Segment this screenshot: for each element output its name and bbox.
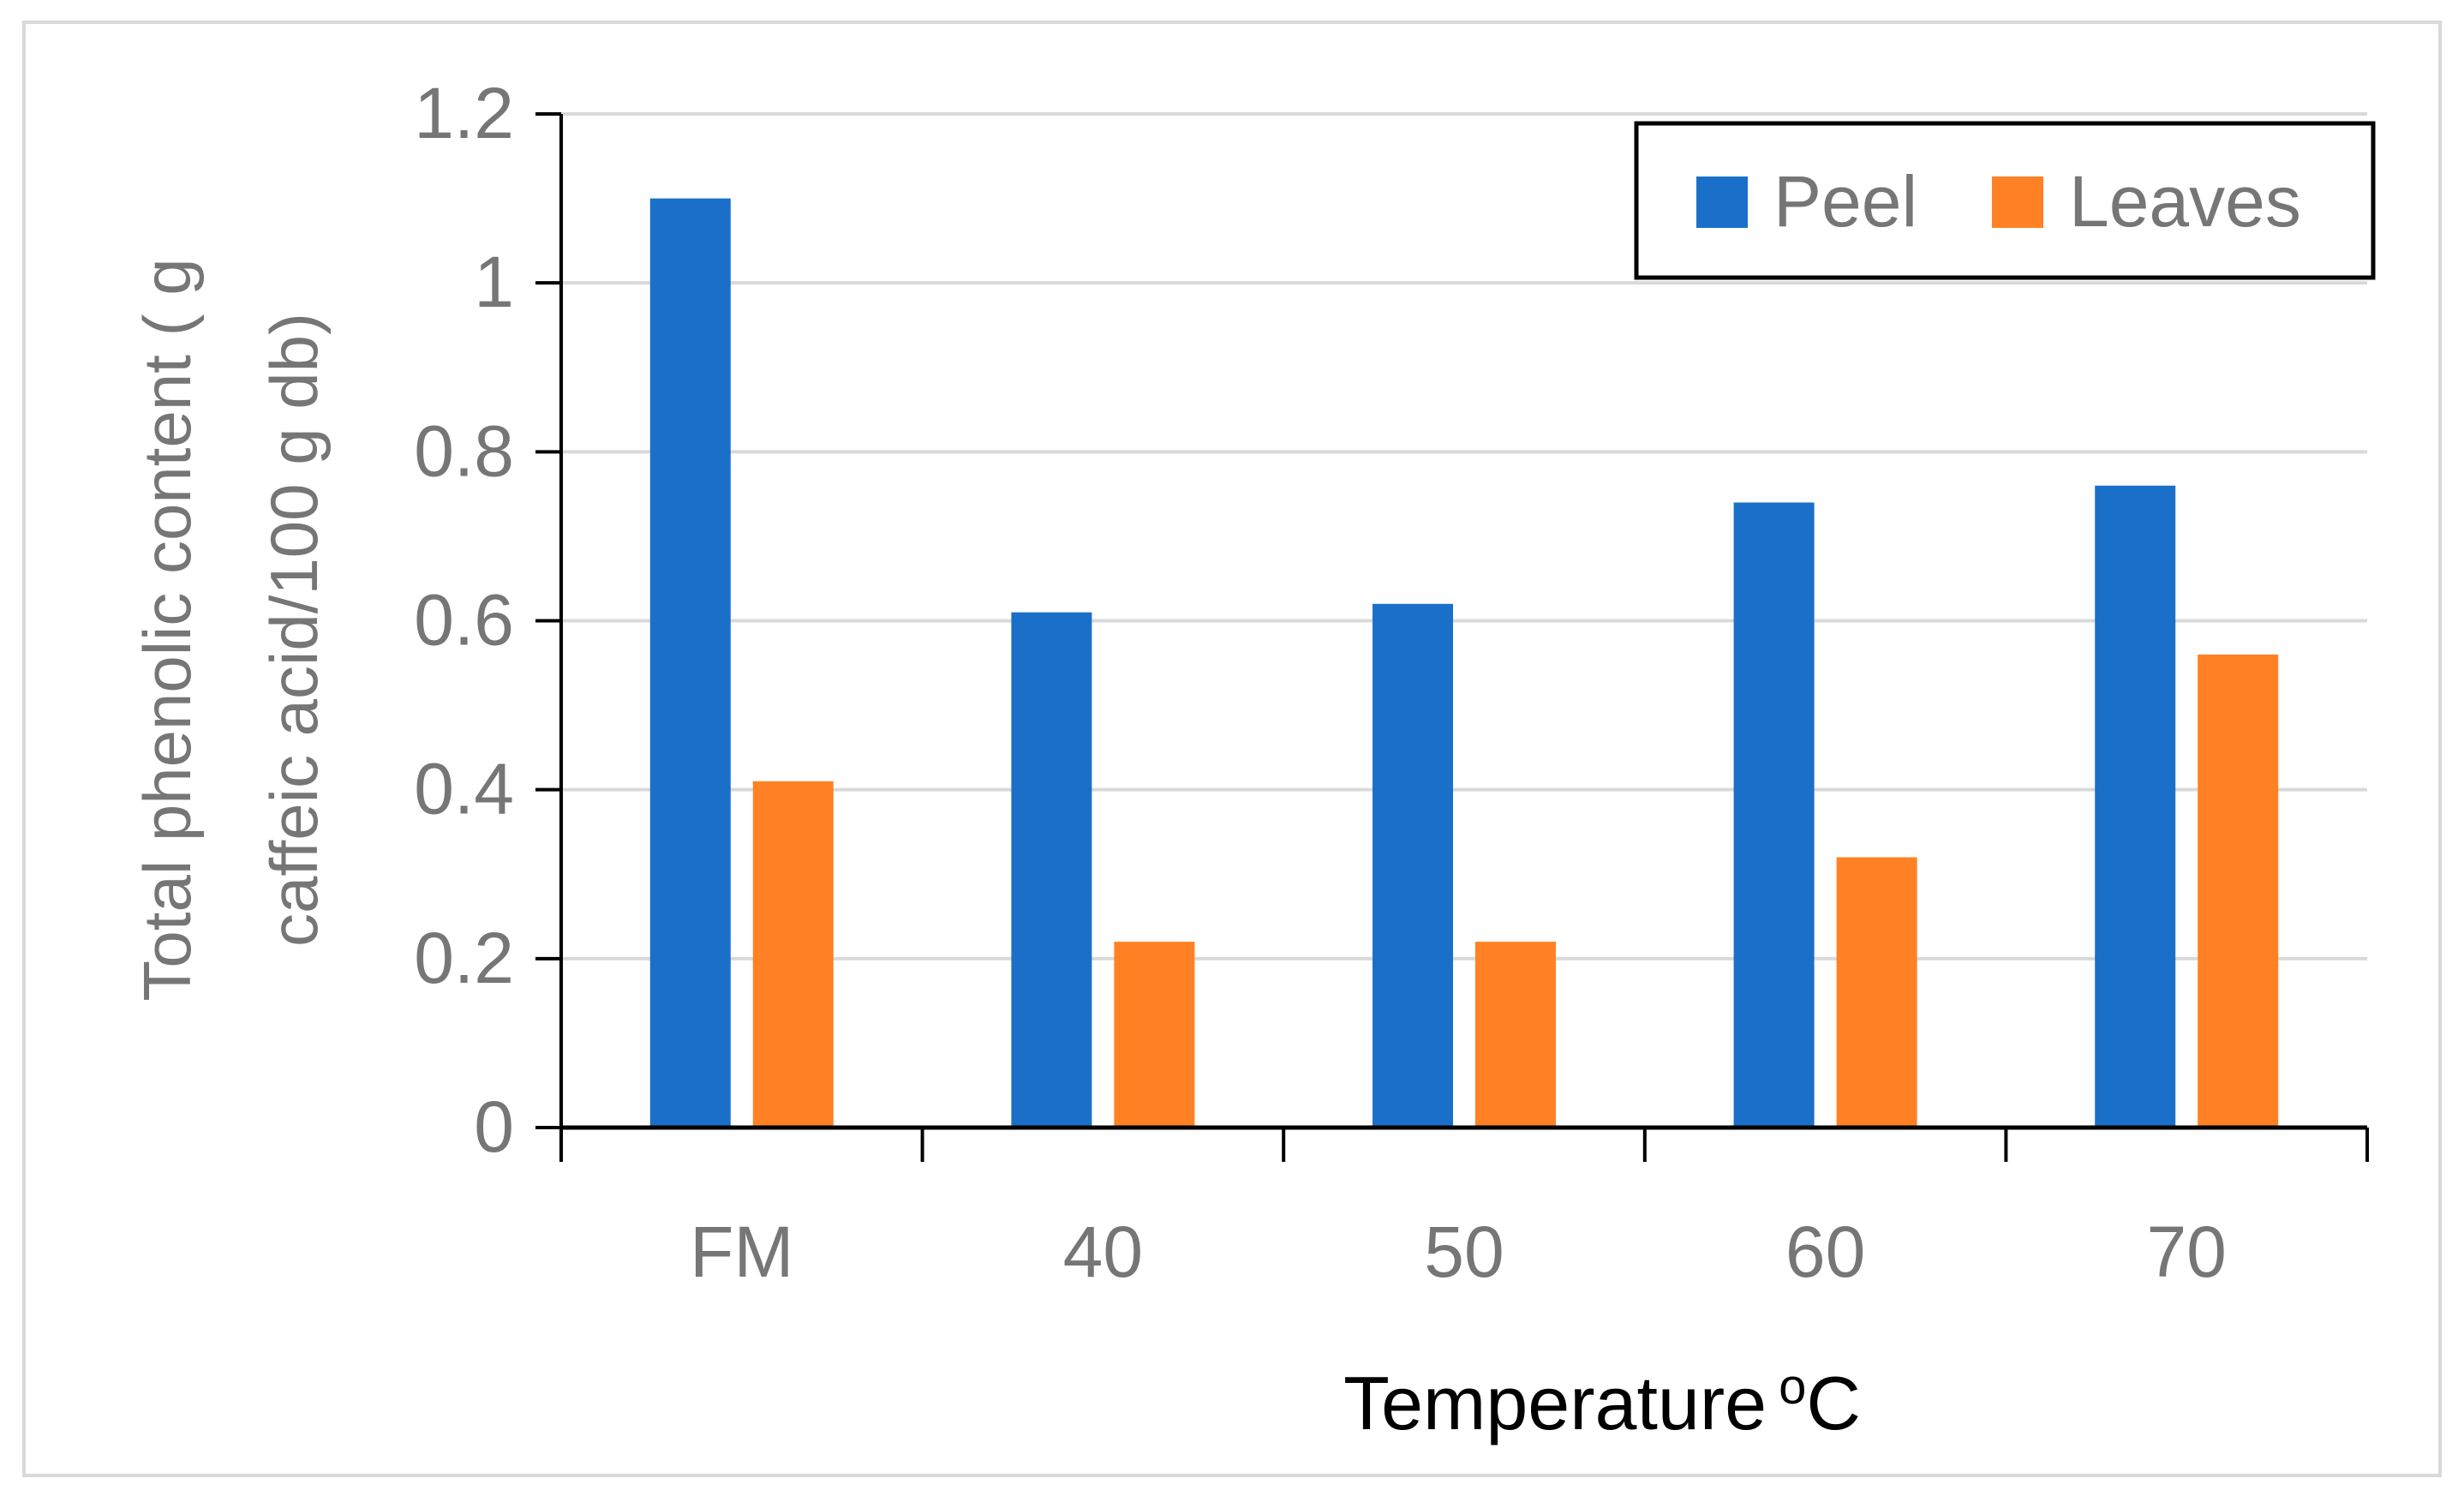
legend-swatch-leaves xyxy=(1992,177,2043,228)
bar-leaves-40 xyxy=(1114,942,1195,1128)
legend-label-leaves: Leaves xyxy=(2069,161,2301,242)
x-tick-label: 70 xyxy=(2146,1212,2226,1292)
legend-box xyxy=(1634,121,2376,280)
bar-leaves-70 xyxy=(2198,654,2279,1128)
bar-peel-fm xyxy=(649,198,731,1128)
bar-peel-60 xyxy=(1733,502,1815,1128)
legend-swatch-peel xyxy=(1696,177,1748,228)
y-tick-labels: 0 0.2 0.4 0.6 0.8 1 1.2 xyxy=(414,73,514,1167)
y-tick-label: 0.8 xyxy=(414,410,514,491)
bars xyxy=(649,198,2279,1128)
bar-peel-50 xyxy=(1373,603,1453,1128)
x-axis-title-unit: C xyxy=(1806,1361,1861,1445)
x-axis-title: Temperature oC xyxy=(1343,1359,1861,1445)
x-tick-label: 60 xyxy=(1785,1212,1865,1292)
legend-label-peel: Peel xyxy=(1773,161,1917,242)
gridlines xyxy=(561,112,2367,960)
legend: Peel Leaves xyxy=(1634,121,2376,280)
x-tick-label: FM xyxy=(690,1212,793,1292)
y-tick-label: 1.2 xyxy=(414,73,514,153)
y-axis-title-line2: caffeic acid/100 g db) xyxy=(256,313,332,947)
bar-leaves-fm xyxy=(752,781,834,1128)
y-tick-label: 1 xyxy=(474,242,514,322)
y-tick-label: 0 xyxy=(474,1086,514,1167)
bar-leaves-60 xyxy=(1836,857,1917,1128)
x-axis-title-superscript: o xyxy=(1779,1359,1806,1415)
y-tick-label: 0.4 xyxy=(414,749,514,829)
x-tick-label: 50 xyxy=(1424,1212,1504,1292)
bar-peel-40 xyxy=(1011,612,1092,1128)
y-tick-label: 0.6 xyxy=(414,580,514,661)
x-axis-title-text: Temperature xyxy=(1343,1361,1767,1445)
bar-leaves-50 xyxy=(1475,942,1556,1128)
bar-peel-70 xyxy=(2095,485,2176,1128)
y-tick-label: 0.2 xyxy=(414,918,514,998)
x-tick-label: 40 xyxy=(1063,1212,1143,1292)
axes xyxy=(535,112,2369,1162)
y-axis-title-line1: Total phenolic content ( g xyxy=(129,258,205,1001)
x-tick-labels: FM 40 50 60 70 xyxy=(690,1212,2227,1292)
